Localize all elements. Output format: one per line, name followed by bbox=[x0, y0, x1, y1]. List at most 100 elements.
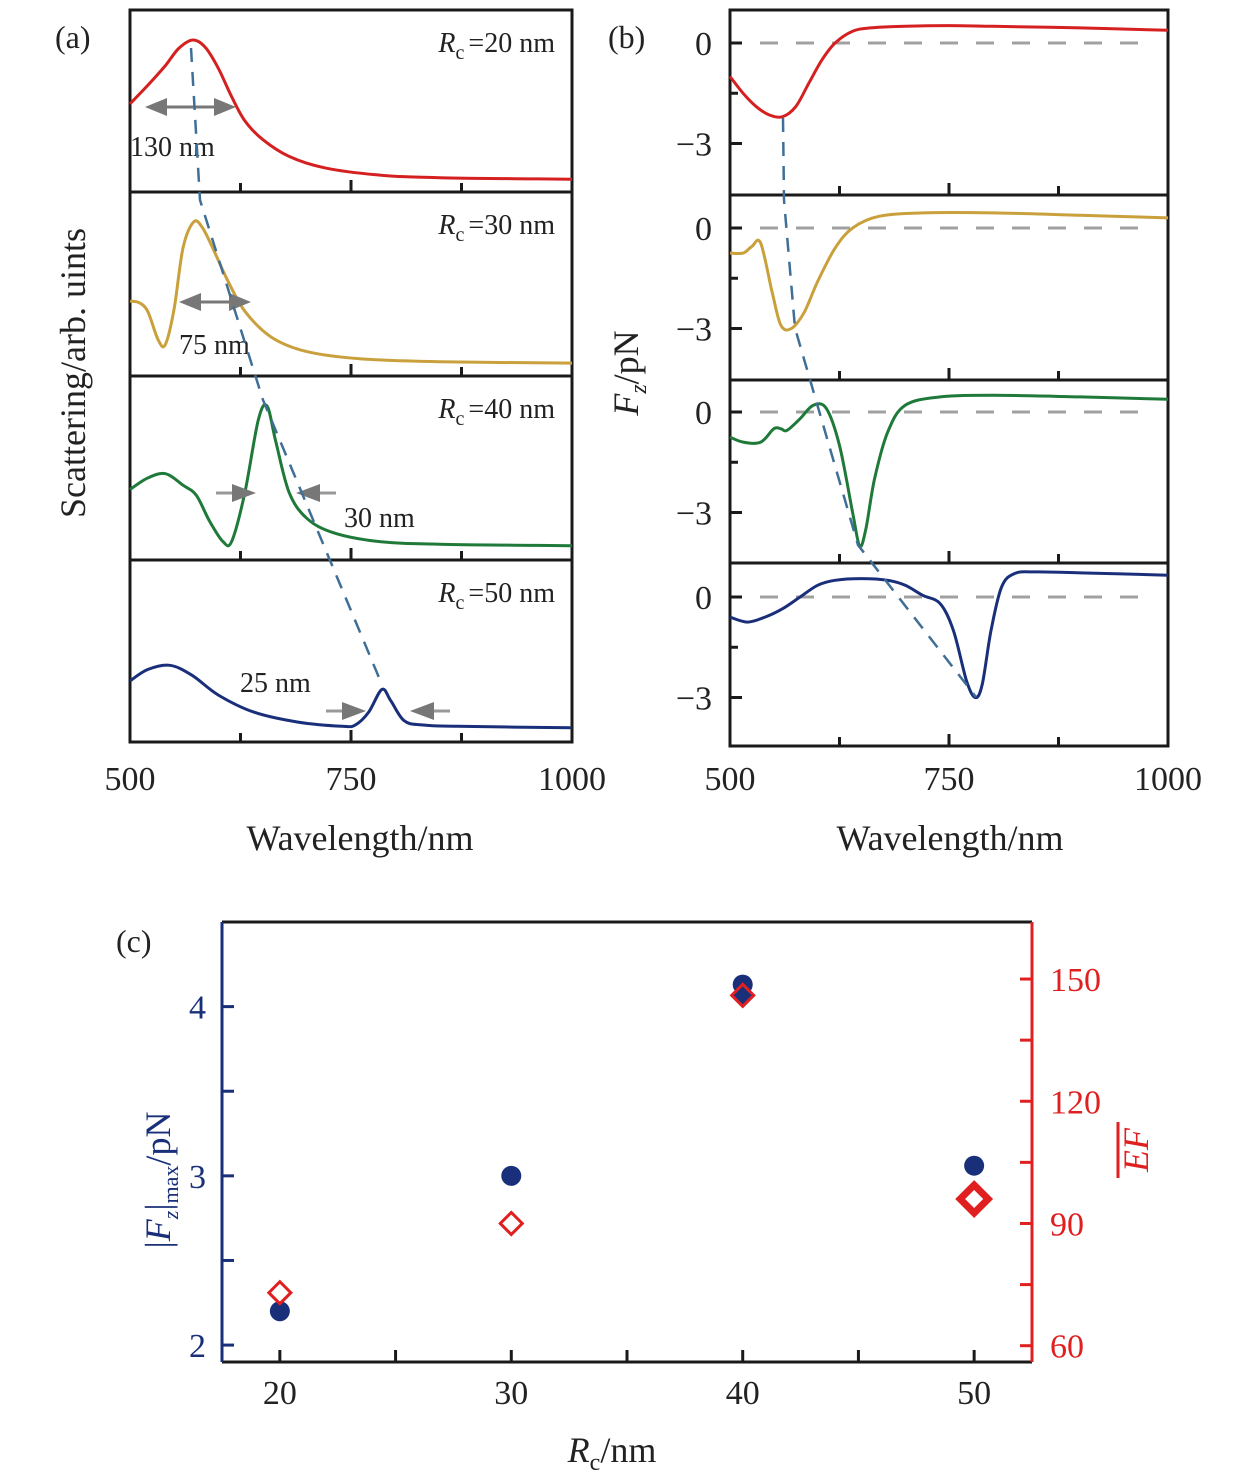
c-left-sub2: max bbox=[158, 1166, 183, 1204]
b-xtick-label: 750 bbox=[924, 761, 975, 798]
b-subpanel-2: 0 −3 bbox=[676, 193, 1170, 382]
fwhm-arrow-head-right bbox=[410, 702, 434, 720]
b-subpanel-frame bbox=[728, 378, 1170, 565]
b-ylabel-main: F bbox=[606, 393, 646, 417]
c-point-ef-20 bbox=[266, 1279, 293, 1306]
rc-label-sub: c bbox=[456, 224, 465, 246]
b-ytick-label: −3 bbox=[676, 496, 712, 533]
a-xtick-label: 750 bbox=[326, 761, 377, 798]
a-curve-3 bbox=[129, 403, 573, 548]
a-fwhm-label-1: 130 nm bbox=[130, 132, 215, 163]
b-curve-4 bbox=[729, 570, 1169, 700]
c-left-ytick-label: 4 bbox=[189, 990, 206, 1027]
c-xtick-label: 20 bbox=[263, 1375, 297, 1412]
b-ytick-label: 0 bbox=[695, 580, 712, 617]
rc-label-value: =30 nm bbox=[468, 210, 555, 241]
c-right-ytick-label: 150 bbox=[1050, 962, 1101, 999]
c-point-ef-50 bbox=[955, 1180, 994, 1218]
a-rc-label-3: Rc =40 nm bbox=[437, 394, 555, 430]
c-point-fz-30 bbox=[501, 1165, 522, 1186]
b-guide-line bbox=[781, 117, 977, 698]
a-rc-label-1: Rc =20 nm bbox=[437, 28, 555, 64]
panel-c: 20 30 40 50 2 3 4 60 90 120 150 bbox=[189, 920, 1101, 1412]
c-right-label: EF bbox=[1116, 1127, 1156, 1173]
b-subpanel-frame bbox=[728, 561, 1170, 748]
a-fwhm-annotations: 130 nm 75 nm 30 nm 25 nm bbox=[130, 98, 450, 720]
a-fwhm-label-3: 30 nm bbox=[344, 503, 415, 534]
b-subpanel-frame bbox=[728, 8, 1170, 197]
fwhm-arrow-head-left bbox=[342, 702, 366, 720]
rc-label-sub: c bbox=[456, 592, 465, 614]
a-xtick-label: 1000 bbox=[538, 761, 606, 798]
c-left-main: F bbox=[138, 1218, 178, 1242]
a-subpanel-1: Rc =20 nm bbox=[128, 8, 574, 194]
b-subpanel-3: 0 −3 bbox=[676, 378, 1170, 565]
c-xtick-label: 50 bbox=[957, 1375, 991, 1412]
b-xlabel: Wavelength/nm bbox=[836, 818, 1063, 858]
c-point-ef-30 bbox=[498, 1210, 525, 1237]
a-curve-4 bbox=[129, 663, 573, 730]
rc-label-sub: c bbox=[456, 408, 465, 430]
b-ytick-label: −3 bbox=[676, 681, 712, 718]
c-xlabel-unit: /nm bbox=[600, 1430, 656, 1470]
panel-label-b: (b) bbox=[608, 19, 645, 55]
b-subpanel-4: 0 −3 bbox=[676, 561, 1170, 748]
c-right-ytick-label: 60 bbox=[1050, 1329, 1084, 1366]
b-ytick-label: 0 bbox=[695, 395, 712, 432]
c-left-ytick-label: 2 bbox=[189, 1328, 206, 1365]
a-fwhm-label-4: 25 nm bbox=[240, 668, 311, 699]
b-ylabel-unit: /pN bbox=[606, 330, 646, 384]
c-left-bar2: | bbox=[138, 1203, 178, 1210]
fwhm-arrow-head-left bbox=[145, 98, 167, 116]
rc-label-value: =40 nm bbox=[468, 394, 555, 425]
a-curve-1 bbox=[128, 38, 573, 181]
c-xlabel-sub: c bbox=[590, 1450, 601, 1476]
c-right-ytick-label: 90 bbox=[1050, 1206, 1084, 1243]
a-subpanel-4: Rc =50 nm bbox=[128, 558, 574, 744]
a-rc-label-2: Rc =30 nm bbox=[437, 210, 555, 246]
c-left-unit: /pN bbox=[138, 1112, 178, 1166]
a-xlabel: Wavelength/nm bbox=[246, 818, 473, 858]
panel-b: 0 −3 0 −3 0 −3 0 −3 500 750 1000 bbox=[676, 8, 1202, 798]
a-xtick-label: 500 bbox=[105, 761, 156, 798]
b-subpanel-frame bbox=[728, 193, 1170, 382]
b-ytick-label: −3 bbox=[676, 312, 712, 349]
rc-label-main: R bbox=[437, 394, 455, 425]
a-guide-line bbox=[189, 47, 382, 681]
b-xtick-label: 500 bbox=[705, 761, 756, 798]
b-subpanel-1: 0 −3 bbox=[676, 8, 1170, 197]
a-fwhm-label-2: 75 nm bbox=[179, 330, 250, 361]
rc-label-sub: c bbox=[456, 42, 465, 64]
rc-label-value: =50 nm bbox=[468, 578, 555, 609]
c-xlabel: Rc/nm bbox=[567, 1430, 657, 1476]
rc-label-main: R bbox=[437, 28, 455, 59]
svg-text:|Fz|max/pN: |Fz|max/pN bbox=[138, 1112, 183, 1249]
c-left-bar1: | bbox=[138, 1241, 178, 1248]
c-left-ytick-label: 3 bbox=[189, 1159, 206, 1196]
rc-label-main: R bbox=[437, 210, 455, 241]
c-right-ylabel: EF bbox=[1116, 1122, 1156, 1178]
b-ylabel-sub: z bbox=[626, 384, 652, 395]
svg-text:Fz/pN: Fz/pN bbox=[606, 330, 652, 416]
rc-label-value: =20 nm bbox=[468, 28, 555, 59]
c-point-fz-20 bbox=[269, 1301, 290, 1322]
fwhm-arrow-head-right bbox=[214, 98, 236, 116]
b-xtick-label: 1000 bbox=[1134, 761, 1202, 798]
b-curve-3 bbox=[729, 393, 1169, 549]
c-point-ef-40 bbox=[729, 982, 756, 1009]
c-point-fz-50 bbox=[964, 1155, 985, 1176]
fwhm-arrow-head-right bbox=[229, 293, 251, 311]
c-xtick-label: 40 bbox=[726, 1375, 760, 1412]
fwhm-arrow-head-left bbox=[179, 293, 201, 311]
a-curve-2 bbox=[129, 219, 573, 365]
b-curve-1 bbox=[728, 24, 1169, 119]
rc-label-main: R bbox=[437, 578, 455, 609]
c-xlabel-main: R bbox=[567, 1430, 590, 1470]
panel-label-a: (a) bbox=[55, 19, 91, 55]
a-ylabel: Scattering/arb. uints bbox=[53, 228, 93, 518]
b-ytick-label: 0 bbox=[695, 211, 712, 248]
c-xtick-label: 30 bbox=[494, 1375, 528, 1412]
panel-label-c: (c) bbox=[116, 923, 152, 959]
fwhm-arrow-head-left bbox=[232, 484, 256, 502]
